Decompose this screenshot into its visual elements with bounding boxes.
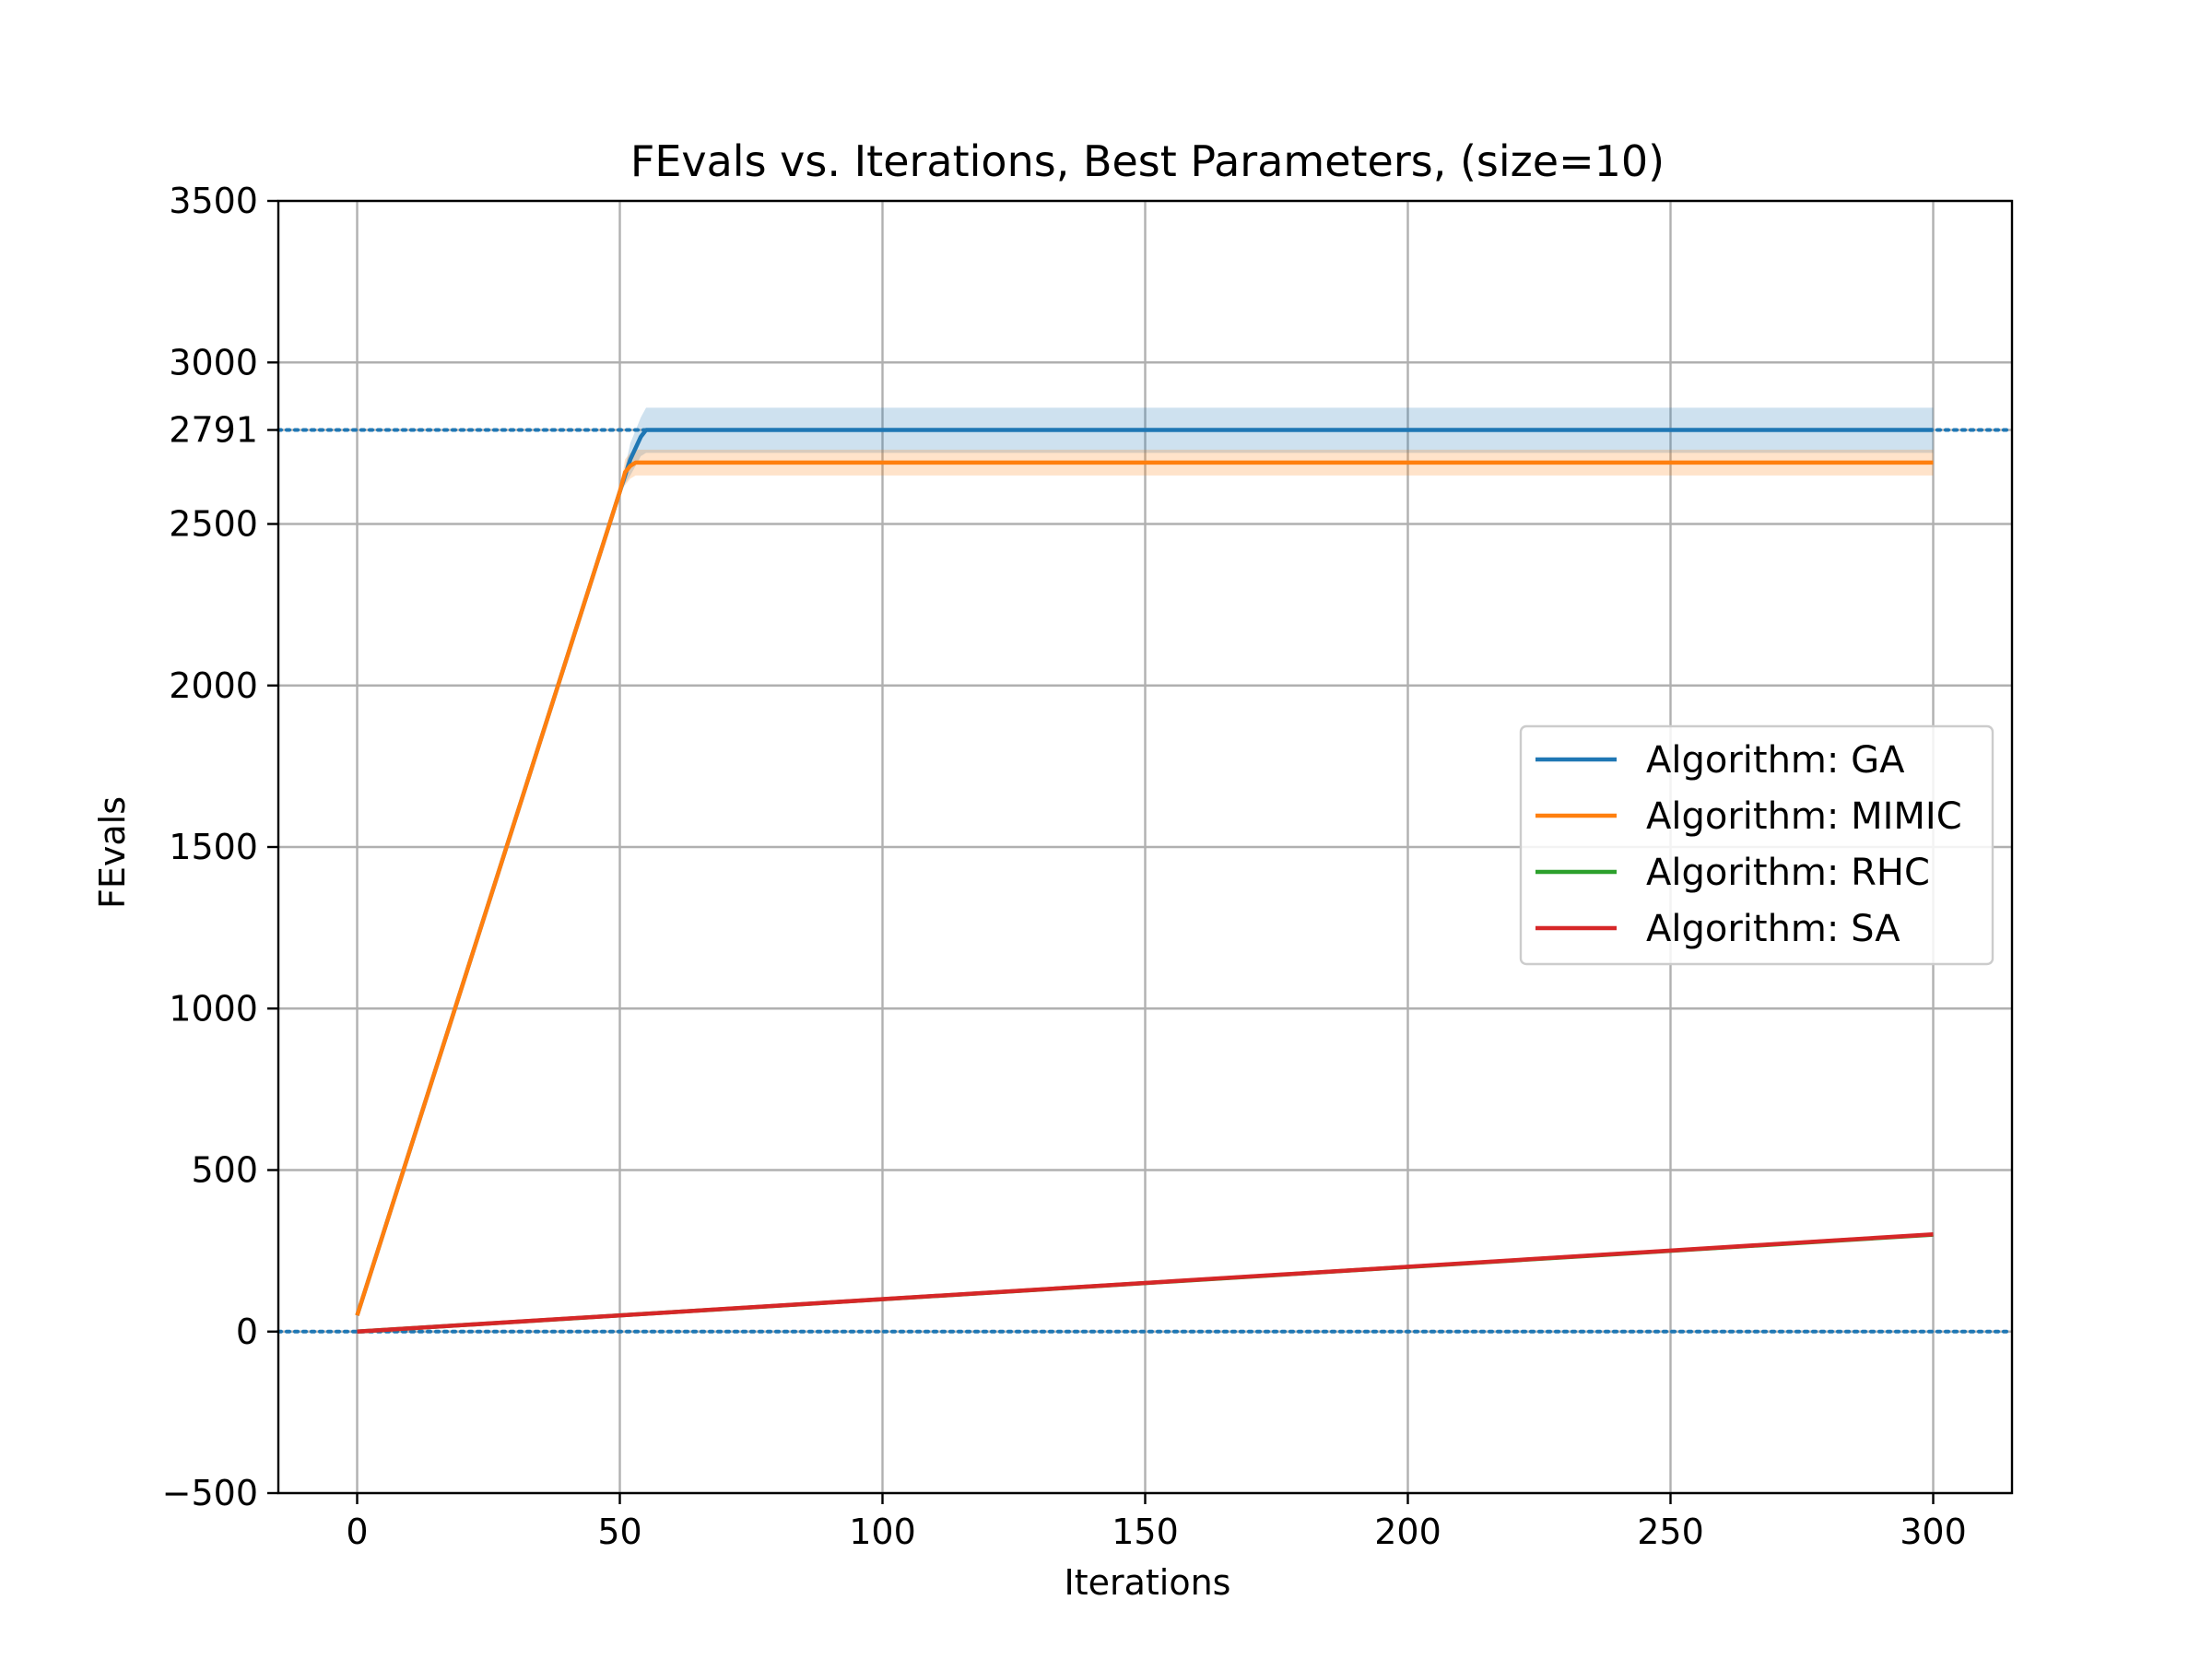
x-tick-label: 300: [1900, 1512, 1967, 1552]
y-tick-label: 0: [236, 1312, 258, 1352]
legend-entry: Algorithm: RHC: [1646, 852, 1930, 894]
y-axis-label: FEvals: [92, 796, 133, 909]
x-tick-label: 150: [1112, 1512, 1179, 1552]
y-tick-label: 2791: [169, 410, 258, 451]
y-tick-label: 3000: [169, 342, 258, 382]
plot-area: 0 50 100 150 200 250 300 −500 0 500 1000 1500 2000 25…: [162, 181, 2014, 1552]
y-tick-label: 1500: [169, 827, 258, 867]
y-tick-label: 3500: [169, 181, 258, 221]
x-tick-label: 200: [1374, 1512, 1441, 1552]
x-tick-label: 100: [849, 1512, 916, 1552]
series-line-1: [355, 460, 1934, 1316]
legend-entry: Algorithm: GA: [1646, 739, 1905, 782]
y-tick-label: −500: [162, 1473, 258, 1513]
y-tick-label: 500: [191, 1150, 258, 1191]
y-tick-label: 2000: [169, 665, 258, 706]
chart-title: FEvals vs. Iterations, Best Parameters, …: [630, 136, 1665, 186]
legend-entry: Algorithm: SA: [1646, 908, 1900, 950]
x-axis-label: Iterations: [1065, 1562, 1231, 1603]
x-tick-label: 0: [346, 1512, 368, 1552]
x-tick-label: 250: [1637, 1512, 1704, 1552]
y-tick-label: 2500: [169, 504, 258, 545]
legend-box: [1519, 724, 1994, 966]
legend-entry: Algorithm: MIMIC: [1646, 795, 1962, 838]
series-line-3: [357, 1232, 1934, 1334]
x-tick-label: 50: [597, 1512, 641, 1552]
y-tick-label: 1000: [169, 988, 258, 1029]
